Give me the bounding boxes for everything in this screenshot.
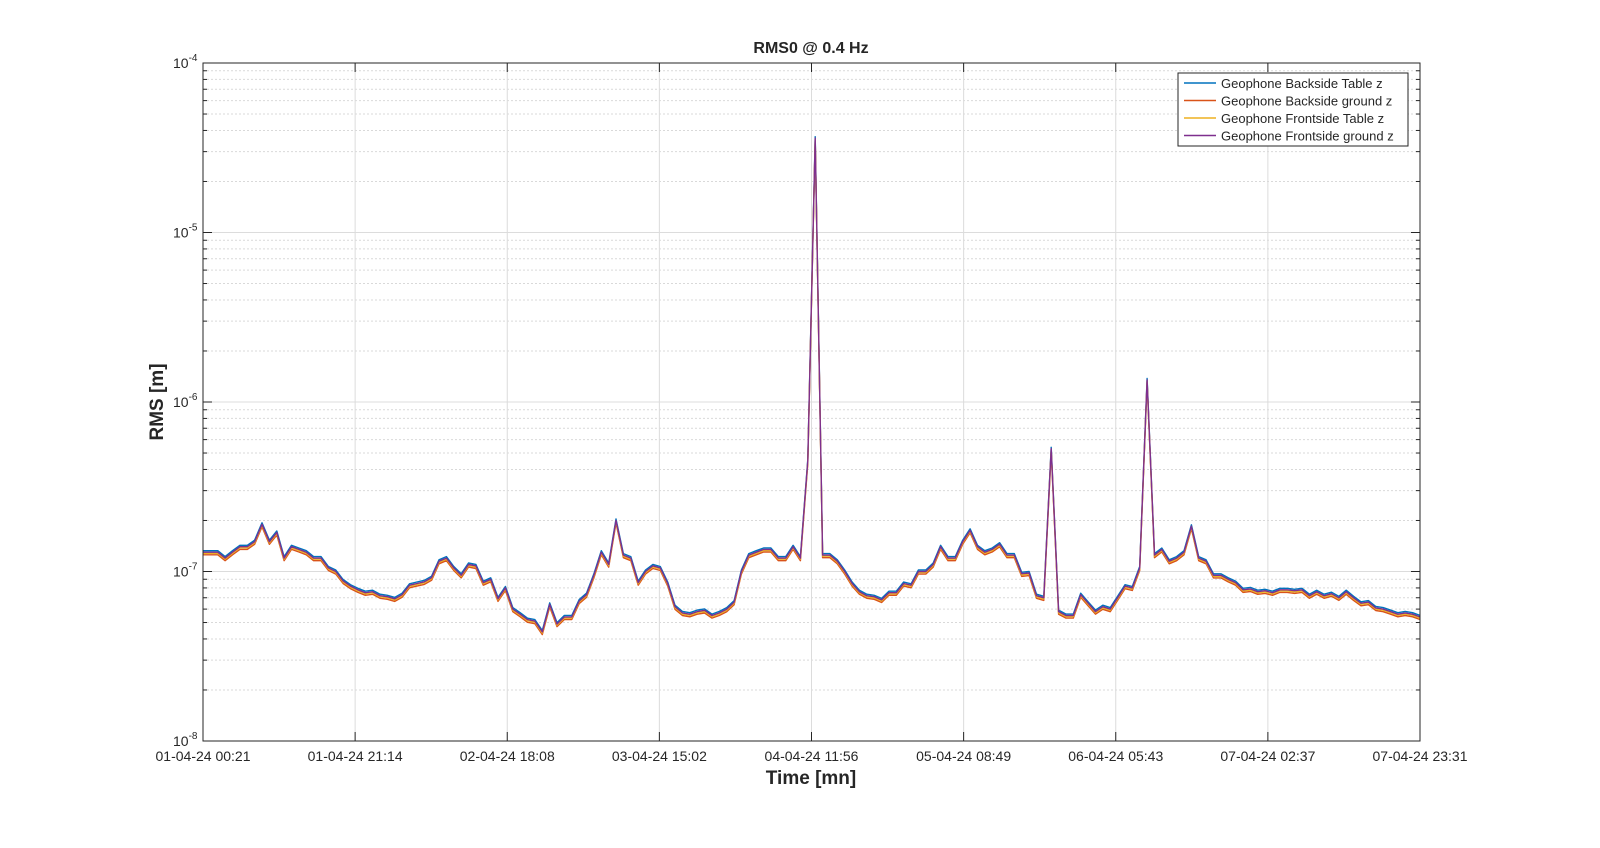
y-tick-label: 10-6 (173, 392, 198, 410)
x-tick-label: 01-04-24 21:14 (308, 748, 403, 764)
y-tick-label: 10-5 (173, 223, 198, 241)
legend-box (1177, 72, 1409, 147)
y-tick-labels: 10-810-710-610-510-4 (173, 53, 198, 749)
series-line-4 (203, 137, 1421, 633)
x-tick-label: 05-04-24 08:49 (916, 748, 1011, 764)
x-tick-label: 07-04-24 02:37 (1220, 748, 1315, 764)
x-tick-label: 02-04-24 18:08 (460, 748, 555, 764)
x-tick-label: 07-04-24 23:31 (1373, 748, 1468, 764)
legend-entry: Geophone Backside ground z (1221, 94, 1392, 109)
legend-entry: Geophone Frontside Table z (1221, 111, 1384, 126)
y-tick-base: 10 (173, 564, 189, 580)
y-tick-base: 10 (173, 55, 189, 71)
legend-entry: Geophone Frontside ground z (1221, 129, 1394, 144)
legend: Geophone Backside Table z Geophone Backsi… (1177, 72, 1409, 147)
y-tick-base: 10 (173, 225, 189, 241)
y-tick-base: 10 (173, 733, 189, 749)
x-tick-label: 01-04-24 00:21 (156, 748, 251, 764)
chart-title: RMS0 @ 0.4 Hz (753, 40, 868, 57)
x-tick-label: 03-04-24 15:02 (612, 748, 707, 764)
y-tick-exponent: -7 (189, 562, 198, 573)
y-tick-label: 10-7 (173, 562, 198, 580)
axis-ticks (202, 62, 1421, 742)
y-tick-exponent: -6 (189, 392, 198, 403)
x-tick-label: 04-04-24 11:56 (765, 748, 859, 764)
x-axis-label: Time [mn] (766, 768, 856, 789)
y-tick-exponent: -5 (189, 223, 198, 234)
y-tick-exponent: -4 (189, 53, 198, 64)
y-tick-exponent: -8 (189, 731, 198, 742)
x-tick-label: 06-04-24 05:43 (1068, 748, 1163, 764)
y-tick-base: 10 (173, 394, 189, 410)
legend-entry: Geophone Backside Table z (1221, 76, 1383, 91)
series-layer (203, 135, 1421, 636)
y-tick-label: 10-4 (173, 53, 198, 71)
x-tick-labels: 01-04-24 00:21 01-04-24 21:14 02-04-24 18:… (156, 748, 1468, 764)
y-tick-label: 10-8 (173, 731, 198, 749)
y-axis-label: RMS [m] (147, 363, 168, 440)
